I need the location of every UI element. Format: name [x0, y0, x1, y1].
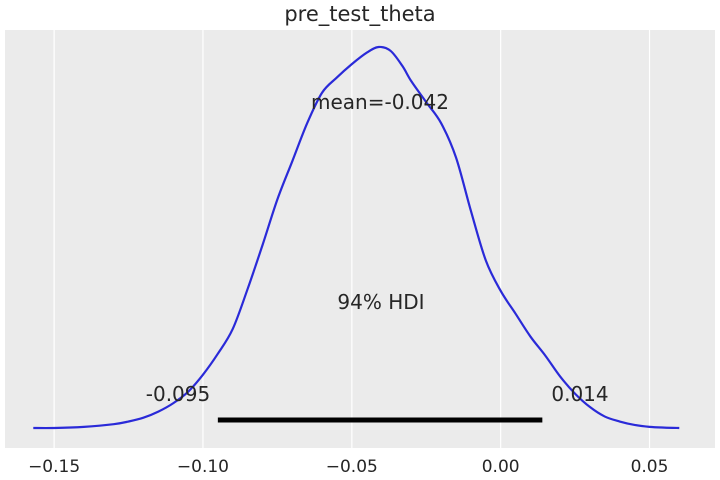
density-curve	[33, 45, 680, 430]
x-tick-label: −0.05	[326, 457, 378, 477]
hdi-high-label: 0.014	[551, 382, 608, 406]
plot-background	[5, 30, 715, 448]
x-tick-label: 0.00	[482, 457, 520, 477]
x-axis-ticks: −0.15 −0.10 −0.05 0.00 0.05	[28, 457, 668, 477]
grid-lines	[53, 30, 651, 448]
chart-title: pre_test_theta	[284, 2, 435, 27]
mean-label: mean=-0.042	[311, 90, 449, 114]
x-tick-label: 0.05	[631, 457, 669, 477]
x-tick-label: −0.10	[177, 457, 229, 477]
hdi-label: 94% HDI	[337, 290, 424, 314]
x-tick-label: −0.15	[28, 457, 80, 477]
hdi-low-label: -0.095	[146, 382, 210, 406]
